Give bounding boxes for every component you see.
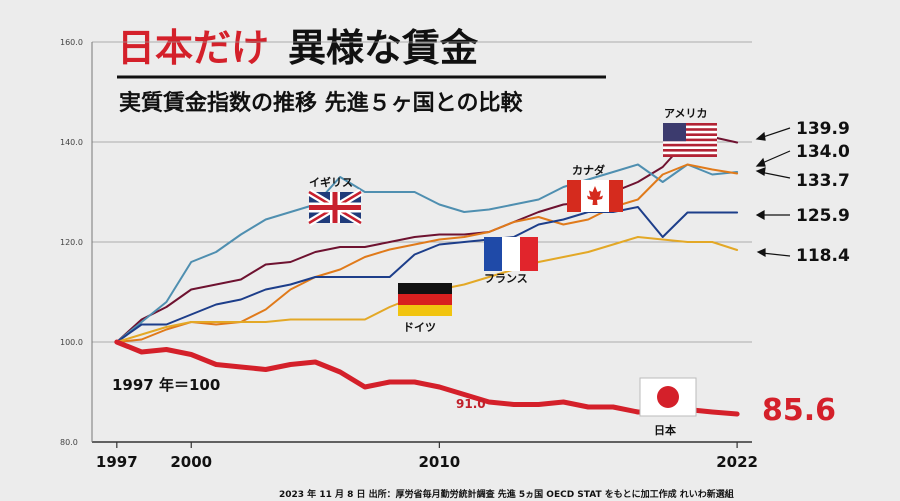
- base-year-note: 1997 年＝100: [112, 376, 220, 394]
- x-tick-label: 2000: [170, 453, 212, 471]
- grid-lines: [91, 41, 752, 443]
- y-tick-label: 120.0: [60, 238, 83, 247]
- y-tick-label: 100.0: [60, 338, 83, 347]
- series-line-japan: [114, 339, 740, 417]
- y-tick-label: 80.0: [60, 438, 78, 447]
- germany-flag-icon: [398, 283, 452, 316]
- y-tick-label: 140.0: [60, 138, 83, 147]
- usa-flag-icon: [663, 123, 717, 157]
- end-value-canada: 133.7: [796, 171, 850, 191]
- end-value-japan: 85.6: [762, 393, 836, 428]
- label-germany: ドイツ: [403, 321, 436, 334]
- subtitle: 実質賃金指数の推移 先進５ヶ国との比較: [119, 90, 523, 116]
- end-value-france: 118.4: [796, 246, 850, 266]
- label-uk: イギリス: [309, 175, 353, 189]
- uk-flag-icon: [307, 188, 363, 227]
- x-axis-ticks: 1997 2000 2010 2022: [96, 442, 758, 471]
- end-value-germany: 125.9: [796, 206, 850, 226]
- end-arrows: [755, 127, 791, 258]
- x-tick-label: 2022: [716, 453, 758, 471]
- series-line-germany: [115, 206, 739, 343]
- japan-2010-value: 91.0: [456, 397, 486, 411]
- label-france: フランス: [484, 272, 528, 285]
- x-tick-label: 1997: [96, 453, 138, 471]
- canada-flag-icon: [567, 180, 623, 212]
- end-value-usa: 139.9: [796, 119, 850, 139]
- title-red: 日本だけ: [117, 26, 269, 70]
- label-japan: 日本: [654, 423, 676, 437]
- series-lines: [114, 136, 740, 417]
- title-black: 異様な賃金: [288, 26, 479, 70]
- source-footer: 2023 年 11 月 8 日 出所：厚労省毎月勤労統計調査 先進 5ヵ国 OE…: [279, 488, 734, 500]
- series-line-uk: [115, 163, 739, 343]
- series-line-canada: [115, 163, 739, 343]
- label-canada: カナダ: [572, 163, 605, 177]
- france-flag-icon: [484, 237, 538, 271]
- y-tick-label: 160.0: [60, 38, 83, 47]
- japan-flag-icon: [639, 377, 697, 417]
- label-usa: アメリカ: [664, 107, 707, 120]
- x-tick-label: 2010: [418, 453, 460, 471]
- series-line-usa: [115, 136, 739, 343]
- end-value-uk: 134.0: [796, 142, 850, 162]
- y-axis-ticks: 80.0 100.0 120.0 140.0 160.0: [60, 38, 83, 447]
